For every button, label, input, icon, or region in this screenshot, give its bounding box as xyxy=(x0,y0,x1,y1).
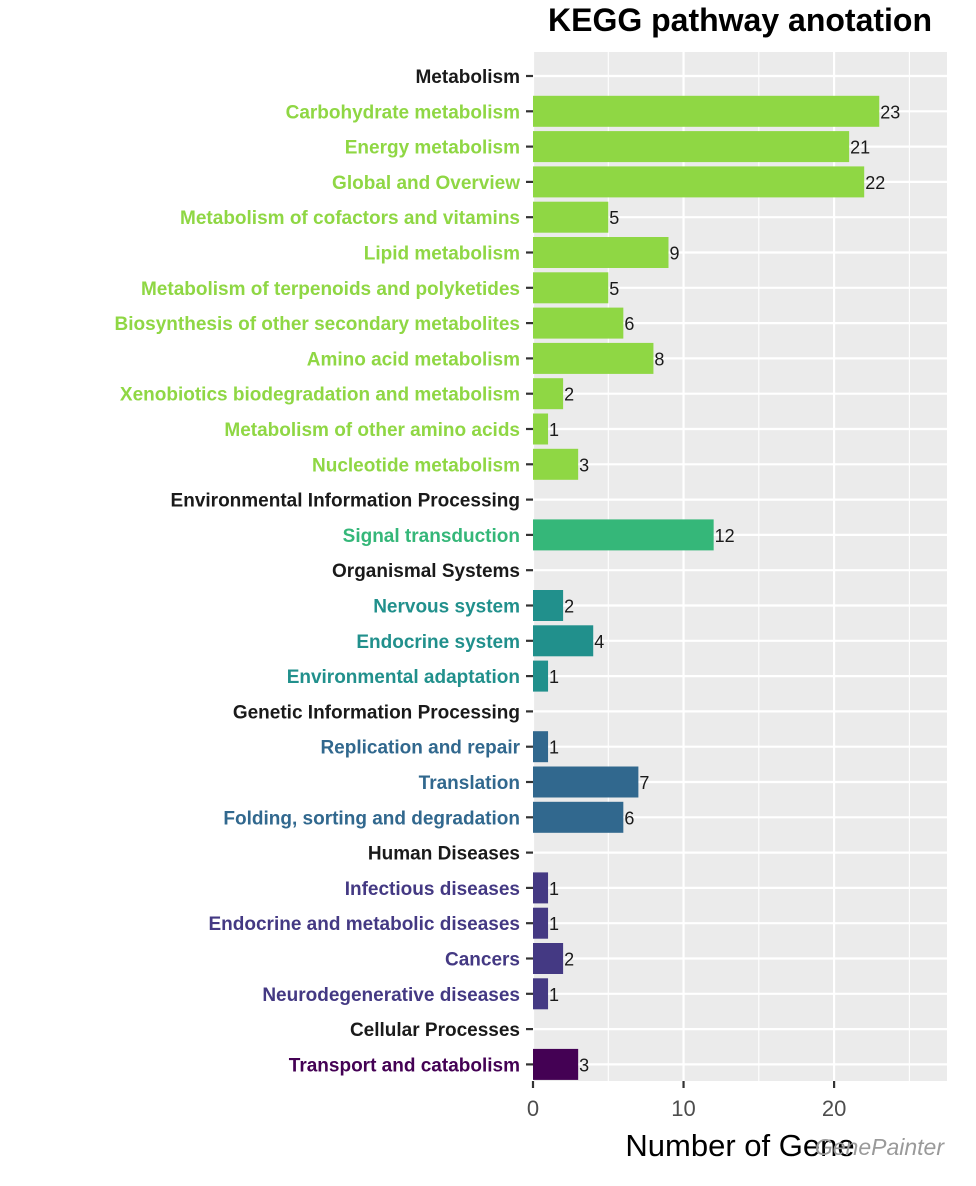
x-tick-label: 20 xyxy=(822,1096,846,1121)
category-label: Replication and repair xyxy=(320,738,520,759)
bar xyxy=(533,448,579,480)
bar-value-label: 2 xyxy=(564,597,574,617)
bar-value-label: 5 xyxy=(609,279,619,299)
bar-value-label: 5 xyxy=(609,208,619,228)
bar xyxy=(533,625,594,657)
bar xyxy=(533,413,549,445)
bar xyxy=(533,166,865,198)
category-label: Neurodegenerative diseases xyxy=(262,985,520,1006)
watermark-text: GenePainter xyxy=(815,1134,945,1160)
bar-value-label: 6 xyxy=(624,808,634,828)
category-label: Metabolism of terpenoids and polyketides xyxy=(141,279,520,300)
category-label: Translation xyxy=(419,773,520,794)
category-label: Endocrine and metabolic diseases xyxy=(209,914,521,935)
category-label: Energy metabolism xyxy=(345,138,520,159)
category-header-label: Environmental Information Processing xyxy=(171,491,520,512)
bar-value-label: 1 xyxy=(549,420,559,440)
bar xyxy=(533,95,880,127)
bar xyxy=(533,237,669,268)
bar-value-label: 8 xyxy=(654,349,664,369)
bar-value-label: 21 xyxy=(850,138,870,158)
bar-value-label: 1 xyxy=(549,985,559,1005)
category-label: Cancers xyxy=(445,950,520,971)
category-header-label: Organismal Systems xyxy=(332,561,520,582)
bar-value-label: 22 xyxy=(865,173,885,193)
category-header-label: Genetic Information Processing xyxy=(233,702,520,723)
x-axis-title: Number of Gene xyxy=(625,1128,854,1163)
bar xyxy=(533,660,549,692)
category-label: Xenobiotics biodegradation and metabolis… xyxy=(120,385,520,406)
bar-value-label: 2 xyxy=(564,950,574,970)
category-label: Nervous system xyxy=(373,597,520,618)
bar-value-label: 7 xyxy=(639,773,649,793)
x-tick-label: 0 xyxy=(527,1096,539,1121)
bar-value-label: 1 xyxy=(549,879,559,899)
category-label: Metabolism of cofactors and vitamins xyxy=(180,208,520,229)
y-axis: Metabolism Carbohydrate metabolism Energy … xyxy=(115,67,533,1076)
category-label: Folding, sorting and degradation xyxy=(223,808,520,829)
bar-value-label: 1 xyxy=(549,667,559,687)
chart-title: KEGG pathway anotation xyxy=(548,2,932,38)
category-label: Nucleotide metabolism xyxy=(312,455,520,476)
bar xyxy=(533,342,654,374)
category-label: Environmental adaptation xyxy=(287,667,520,688)
category-label: Transport and catabolism xyxy=(289,1055,520,1076)
category-header-label: Metabolism xyxy=(415,67,520,88)
category-label: Lipid metabolism xyxy=(364,244,520,265)
bar xyxy=(533,978,549,1010)
bar xyxy=(533,378,564,410)
category-label: Endocrine system xyxy=(356,632,520,653)
bar-value-label: 9 xyxy=(669,244,679,264)
bar xyxy=(533,872,549,904)
category-label: Amino acid metabolism xyxy=(307,349,520,370)
x-axis: 0 10 20 xyxy=(527,1081,846,1121)
bar xyxy=(533,519,714,551)
bar xyxy=(533,272,609,304)
bar-value-label: 3 xyxy=(579,1055,589,1075)
bar-value-label: 6 xyxy=(624,314,634,334)
bar xyxy=(533,307,624,339)
category-header-label: Human Diseases xyxy=(368,844,520,865)
category-label: Carbohydrate metabolism xyxy=(286,102,520,123)
bar-value-label: 3 xyxy=(579,455,589,475)
category-label: Signal transduction xyxy=(343,526,520,547)
bar xyxy=(533,201,609,233)
bar xyxy=(533,801,624,833)
bar xyxy=(533,131,850,163)
category-label: Biosynthesis of other secondary metaboli… xyxy=(115,314,520,335)
category-label: Infectious diseases xyxy=(345,879,520,900)
bar xyxy=(533,907,549,939)
bar xyxy=(533,731,549,763)
bar xyxy=(533,943,564,974)
bars xyxy=(533,95,880,1080)
bar-value-label: 12 xyxy=(715,526,735,546)
bar-value-label: 1 xyxy=(549,914,559,934)
bar-value-label: 4 xyxy=(594,632,604,652)
category-header-label: Cellular Processes xyxy=(350,1020,520,1041)
bar-value-label: 2 xyxy=(564,385,574,405)
bar xyxy=(533,766,639,798)
category-label: Metabolism of other amino acids xyxy=(224,420,520,441)
category-label: Global and Overview xyxy=(332,173,520,194)
x-tick-label: 10 xyxy=(671,1096,695,1121)
bar xyxy=(533,1048,579,1080)
bar-value-label: 23 xyxy=(880,102,900,122)
bar xyxy=(533,590,564,621)
bar-value-label: 1 xyxy=(549,738,559,758)
